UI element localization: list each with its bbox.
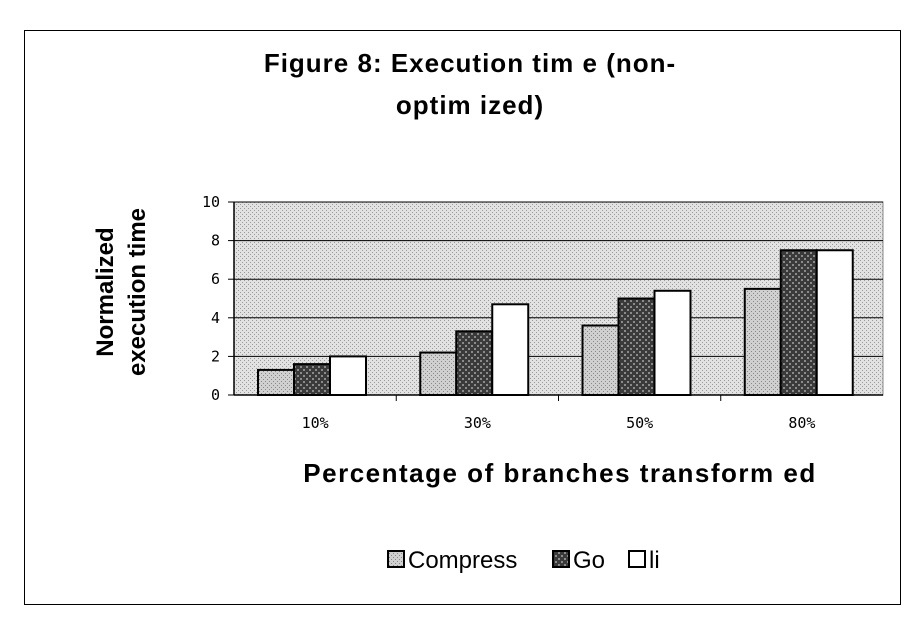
chart-title: Figure 8: Execution tim e (non- optim iz… (150, 42, 790, 126)
x-tick-label: 50% (626, 414, 653, 432)
y-axis-label-line-2: execution time (124, 208, 151, 376)
x-tick-label: 10% (302, 414, 329, 432)
x-tick-label: 30% (464, 414, 491, 432)
x-tick-labels: 10% 30% 50% 80% (302, 414, 816, 432)
y-tick-label: 4 (211, 309, 220, 327)
bar-go-10pct (293, 363, 331, 396)
bars-group (257, 249, 854, 397)
bar-li-80pct (815, 249, 854, 396)
axes (228, 201, 883, 401)
chart-title-line-1: Figure 8: Execution tim e (non- (263, 48, 677, 78)
legend-label-compress: Compress (408, 547, 517, 574)
legend-swatch-compress (387, 550, 405, 568)
y-tick-labels: 0 2 4 6 8 10 (202, 193, 220, 404)
y-tick-label: 8 (211, 232, 220, 250)
legend-swatch-go (552, 550, 570, 568)
bar-li-10pct (329, 355, 367, 396)
x-tick-label: 80% (788, 414, 815, 432)
x-axis-label: Percentage of branches transform ed (303, 458, 816, 488)
chart-title-line-2: optim ized) (395, 90, 545, 120)
bar-compress-30pct (419, 351, 458, 397)
bar-compress-80pct (743, 287, 782, 397)
bar-li-30pct (491, 303, 530, 397)
legend: Compress Go li (387, 547, 660, 574)
bar-li-50pct (653, 289, 692, 396)
bar-compress-10pct (257, 368, 295, 397)
y-tick-label: 2 (211, 347, 220, 365)
bar-compress-50pct (581, 324, 620, 396)
bar-go-50pct (617, 297, 656, 396)
bar-go-30pct (455, 330, 494, 396)
y-tick-label: 10 (202, 193, 220, 211)
y-axis-label-line-1: Normalized (92, 227, 119, 356)
y-tick-label: 0 (211, 386, 220, 404)
legend-label-go: Go (573, 547, 605, 574)
y-tick-label: 6 (211, 270, 220, 288)
bar-go-80pct (779, 249, 818, 396)
legend-swatch-li (628, 550, 646, 568)
legend-label-li: li (649, 547, 660, 574)
